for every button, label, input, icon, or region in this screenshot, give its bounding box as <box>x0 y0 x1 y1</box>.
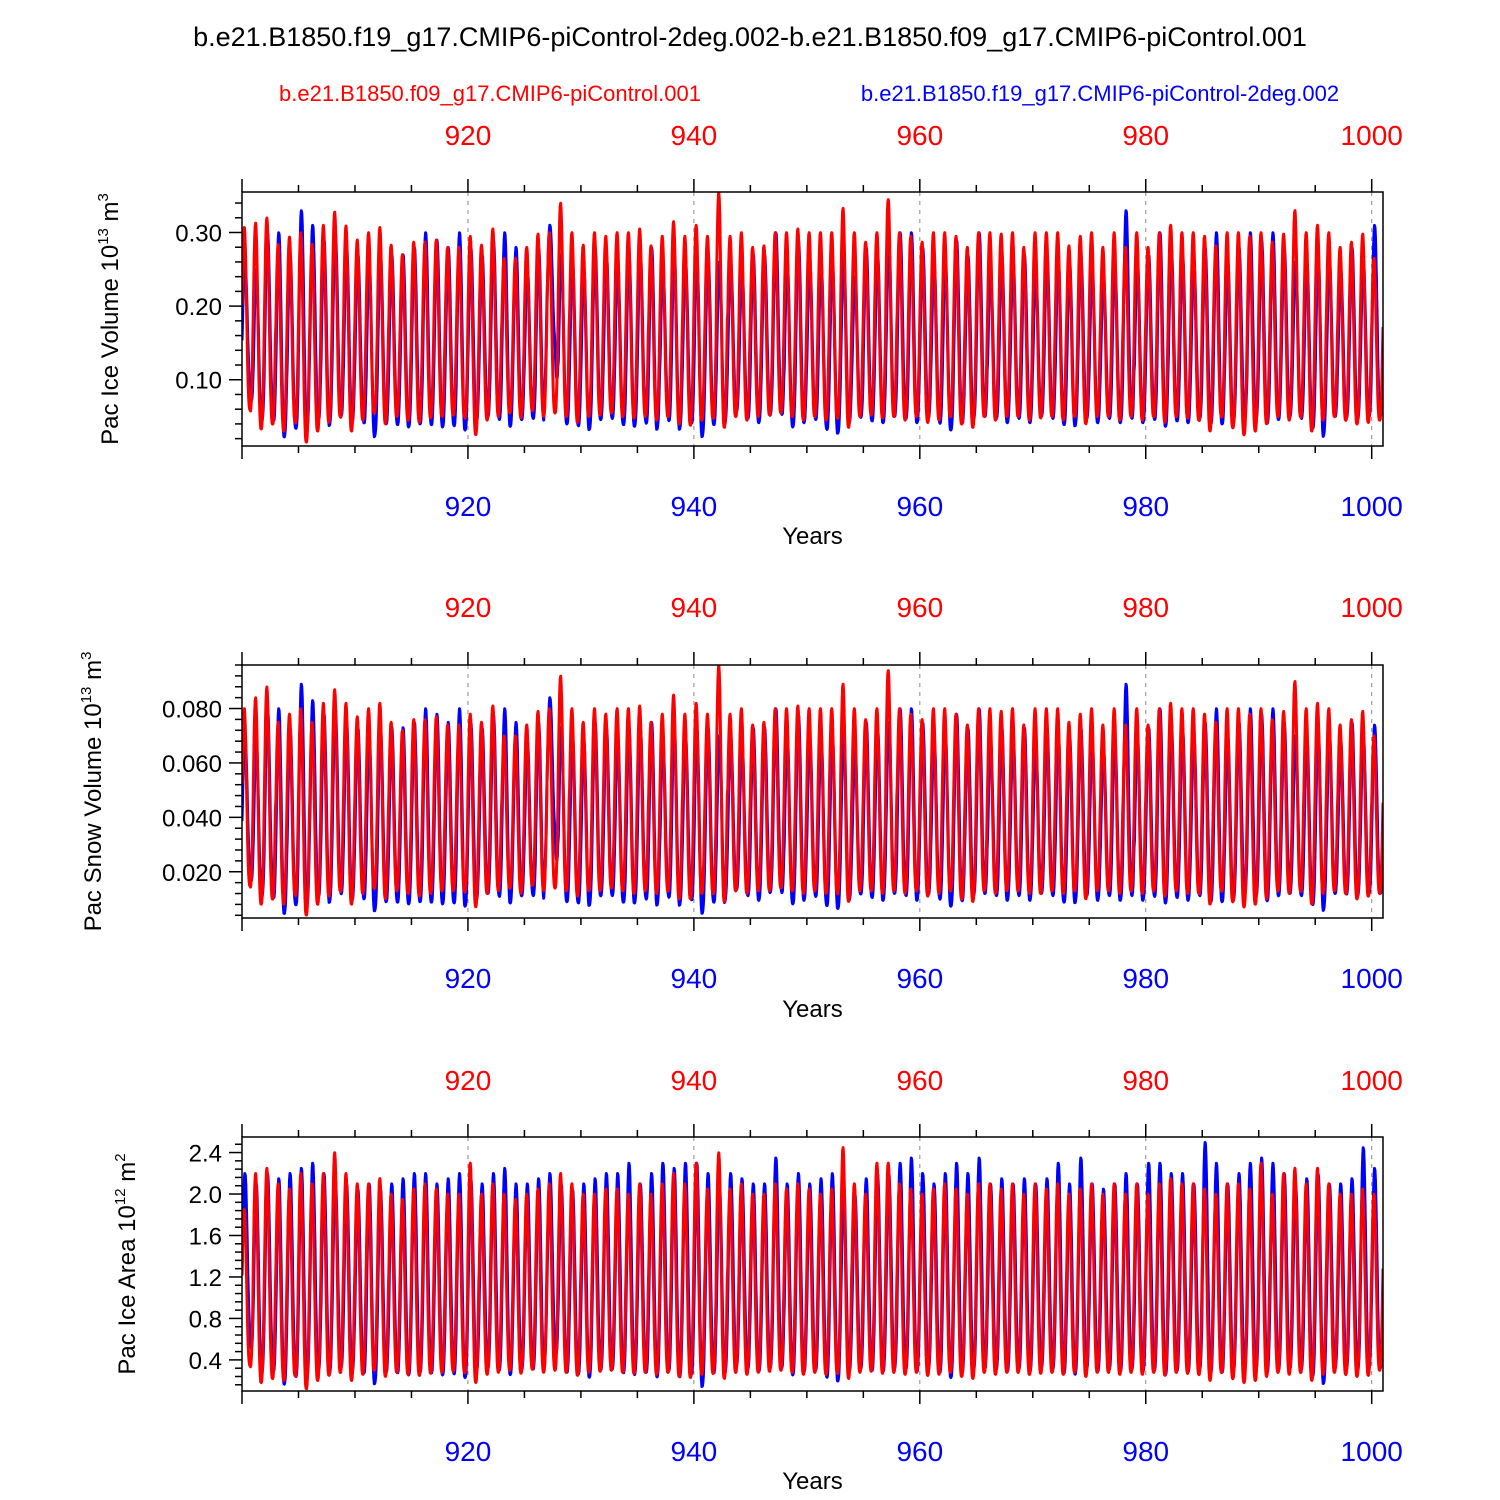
x-bottom-tick-label: 1000 <box>1341 963 1403 994</box>
y-axis-label-part: m <box>80 660 107 687</box>
y-tick-label: 1.6 <box>189 1223 222 1250</box>
x-top-tick-label: 940 <box>671 592 718 623</box>
y-tick-label: 0.020 <box>162 860 222 887</box>
x-bottom-tick-label: 960 <box>896 963 943 994</box>
plot-frame <box>241 1136 1384 1392</box>
x-bottom-tick-label: 1000 <box>1341 1436 1403 1467</box>
x-top-tick-label: 980 <box>1122 120 1169 151</box>
figure-title: b.e21.B1850.f19_g17.CMIP6-piControl-2deg… <box>193 22 1307 52</box>
y-axis-label-part: 3 <box>78 652 95 660</box>
plot-frame <box>241 191 1384 447</box>
y-tick-label: 0.4 <box>189 1348 222 1375</box>
y-tick-label: 0.040 <box>162 805 222 832</box>
x-bottom-tick-label: 940 <box>671 1436 718 1467</box>
x-bottom-tick-label: 960 <box>896 1436 943 1467</box>
x-bottom-tick-label: 980 <box>1122 963 1169 994</box>
y-tick-label: 1.2 <box>189 1265 222 1292</box>
panels-container: 0.10 0.20 0.30 920 920 940 940 960 960 980 980 1000… <box>78 120 1403 1495</box>
x-top-tick-label: 940 <box>671 120 718 151</box>
x-top-tick-label: 920 <box>445 120 492 151</box>
series-group <box>242 192 1383 444</box>
y-tick-label: 0.20 <box>175 294 222 321</box>
x-top-tick-label: 960 <box>896 1065 943 1096</box>
y-axis-label-part: m <box>97 201 124 228</box>
x-top-tick-label: 960 <box>896 592 943 623</box>
x-bottom-tick-label: 920 <box>445 1436 492 1467</box>
x-axis-label: Years <box>782 523 843 550</box>
x-bottom-tick-label: 980 <box>1122 1436 1169 1467</box>
y-axis-label-part: 13 <box>95 228 112 245</box>
y-tick-label: 0.080 <box>162 697 222 724</box>
y-axis-label-part: 2 <box>112 1153 129 1161</box>
x-top-tick-label: 980 <box>1122 1065 1169 1096</box>
panel-1: 0.10 0.20 0.30 920 920 940 940 960 960 980 980 1000… <box>95 120 1403 550</box>
series-line-case1 <box>242 665 1383 917</box>
x-bottom-tick-label: 940 <box>671 963 718 994</box>
x-bottom-tick-label: 980 <box>1122 491 1169 522</box>
y-axis-label: Pac Ice Area 1012 m2 <box>112 1153 141 1374</box>
y-tick-label: 0.30 <box>175 220 222 247</box>
x-top-tick-label: 920 <box>445 1065 492 1096</box>
series-group <box>242 1141 1383 1391</box>
x-bottom-tick-label: 940 <box>671 491 718 522</box>
x-axis-label: Years <box>782 996 843 1023</box>
series-group <box>242 665 1383 917</box>
y-axis-label-part: 12 <box>112 1188 129 1205</box>
y-axis-label-part: 13 <box>78 687 95 704</box>
y-tick-label: 0.10 <box>175 368 222 395</box>
x-top-tick-label: 1000 <box>1341 120 1403 151</box>
y-axis-label-part: Pac Ice Area 10 <box>114 1205 141 1374</box>
series-line-case1 <box>242 192 1383 444</box>
y-tick-label: 2.0 <box>189 1182 222 1209</box>
x-top-tick-label: 940 <box>671 1065 718 1096</box>
y-tick-label: 2.4 <box>189 1141 222 1168</box>
x-bottom-tick-label: 920 <box>445 963 492 994</box>
y-axis-label: Pac Ice Volume 1013 m3 <box>95 193 124 445</box>
x-top-tick-label: 980 <box>1122 592 1169 623</box>
y-tick-label: 0.060 <box>162 751 222 778</box>
y-axis-label: Pac Snow Volume 1013 m3 <box>78 652 107 932</box>
x-bottom-tick-label: 960 <box>896 491 943 522</box>
y-axis-label-part: Pac Snow Volume 10 <box>80 703 107 931</box>
legend-label-case2: b.e21.B1850.f19_g17.CMIP6-piControl-2deg… <box>861 81 1339 106</box>
x-bottom-tick-label: 1000 <box>1341 491 1403 522</box>
panel-3: 0.4 0.8 1.2 1.6 2.0 2.4 920 920 940 940 960 960 980 9… <box>112 1065 1403 1495</box>
legend-label-case1: b.e21.B1850.f09_g17.CMIP6-piControl.001 <box>279 81 701 106</box>
x-top-tick-label: 960 <box>896 120 943 151</box>
x-bottom-tick-label: 920 <box>445 491 492 522</box>
x-top-tick-label: 1000 <box>1341 592 1403 623</box>
panel-2: 0.020 0.040 0.060 0.080 920 920 940 940 960 960 98… <box>78 592 1403 1023</box>
x-axis-label: Years <box>782 1468 843 1495</box>
x-top-tick-label: 1000 <box>1341 1065 1403 1096</box>
x-top-tick-label: 920 <box>445 592 492 623</box>
y-axis-label-part: Pac Ice Volume 10 <box>97 245 124 445</box>
y-tick-label: 0.8 <box>189 1306 222 1333</box>
series-line-case1 <box>242 1146 1383 1391</box>
y-axis-label-part: m <box>114 1162 141 1189</box>
plot-frame <box>241 664 1384 919</box>
y-axis-label-part: 3 <box>95 193 112 201</box>
